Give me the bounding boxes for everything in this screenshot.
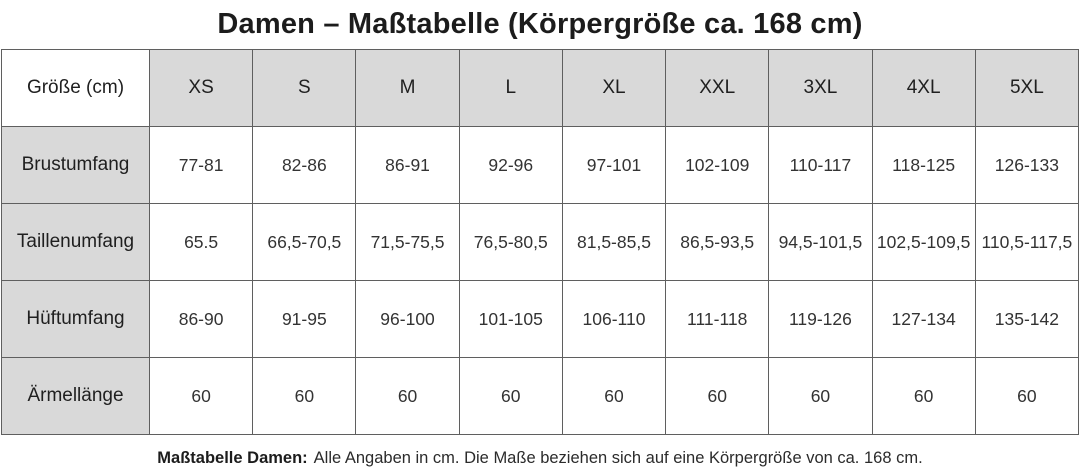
measurement-cell: 77-81 [148,126,254,204]
row-label: Taillenumfang [1,203,150,281]
footnote: Maßtabelle Damen: Alle Angaben in cm. Die… [0,449,1080,468]
measurement-cell: 94,5-101,5 [768,203,873,281]
measurement-cell: 102,5-109,5 [871,203,976,281]
size-table-header-row: Größe (cm) XS S M L XL XXL 3XL 4XL 5XL [1,49,1080,127]
measurement-cell: 111-118 [665,280,770,358]
measurement-cell: 127-134 [871,280,976,358]
measurement-cell: 92-96 [458,126,563,204]
measurement-cell: 86-90 [148,280,254,358]
measurement-cell: 96-100 [355,280,460,358]
measurement-cell: 91-95 [252,280,357,358]
measurement-cell: 60 [665,357,770,435]
measurement-cell: 60 [561,357,667,435]
row-label: Hüftumfang [1,280,150,358]
page-title: Damen – Maßtabelle (Körpergröße ca. 168 … [217,8,863,40]
measurement-cell: 119-126 [768,280,873,358]
measurement-cell: 60 [974,357,1080,435]
size-column-header: XS [148,49,254,127]
table-row: Brustumfang 77-81 82-86 86-91 92-96 97-101 102… [1,126,1080,204]
measurement-cell: 60 [148,357,254,435]
measurement-cell: 110,5-117,5 [974,203,1080,281]
size-column-header: XXL [665,49,770,127]
measurement-cell: 60 [252,357,357,435]
footnote-text: Alle Angaben in cm. Die Maße beziehen si… [313,449,923,467]
measurement-cell: 60 [871,357,976,435]
measurement-cell: 71,5-75,5 [355,203,460,281]
size-column-header: M [355,49,460,127]
measurement-cell: 86,5-93,5 [665,203,770,281]
table-row: Taillenumfang 65.5 66,5-70,5 71,5-75,5 76,5-… [1,203,1080,281]
size-column-header: XL [561,49,667,127]
row-label: Ärmellänge [1,357,150,435]
measurement-cell: 60 [768,357,873,435]
corner-header: Größe (cm) [1,49,150,127]
measurement-cell: 110-117 [768,126,873,204]
measurement-cell: 60 [458,357,563,435]
footnote-lead: Maßtabelle Damen: [157,449,308,467]
measurement-cell: 97-101 [561,126,667,204]
size-column-header: 3XL [768,49,873,127]
measurement-cell: 106-110 [561,280,667,358]
measurement-cell: 81,5-85,5 [561,203,667,281]
size-table-body: Brustumfang 77-81 82-86 86-91 92-96 97-101 102… [1,126,1080,435]
measurement-cell: 82-86 [252,126,357,204]
measurement-cell: 60 [355,357,460,435]
measurement-cell: 76,5-80,5 [458,203,563,281]
size-column-header: 5XL [974,49,1080,127]
measurement-cell: 118-125 [871,126,976,204]
measurement-cell: 126-133 [974,126,1080,204]
measurement-cell: 135-142 [974,280,1080,358]
measurement-cell: 101-105 [458,280,563,358]
measurement-cell: 102-109 [665,126,770,204]
table-row: Hüftumfang 86-90 91-95 96-100 101-105 106-110… [1,280,1080,358]
size-table: Größe (cm) XS S M L XL XXL 3XL 4XL 5XL Brustumfan… [1,49,1080,435]
measurement-cell: 86-91 [355,126,460,204]
size-column-header: L [458,49,563,127]
measurement-cell: 65.5 [148,203,254,281]
table-row: Ärmellänge 60 60 60 60 60 60 60 60 60 [1,357,1080,435]
row-label: Brustumfang [1,126,150,204]
size-column-header: 4XL [871,49,976,127]
measurement-cell: 66,5-70,5 [252,203,357,281]
size-column-header: S [252,49,357,127]
